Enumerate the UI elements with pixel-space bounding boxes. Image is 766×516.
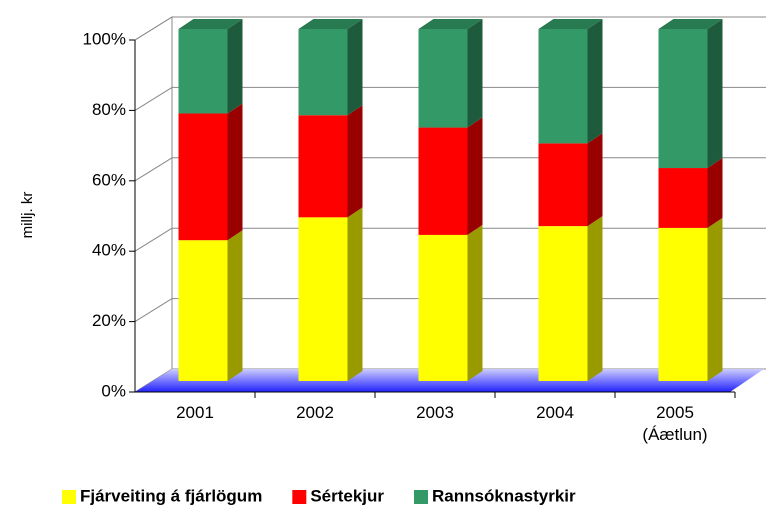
bar-side <box>707 19 723 169</box>
bar <box>418 127 468 235</box>
legend-swatch <box>62 490 76 504</box>
bar-side <box>227 103 243 241</box>
bar <box>178 113 228 241</box>
y-axis-label: millj. kr <box>19 192 36 239</box>
grid-line-side <box>134 86 173 111</box>
side-wall <box>134 16 173 393</box>
bar-side <box>587 133 603 227</box>
bar-side <box>707 158 723 228</box>
bar-side <box>467 19 483 128</box>
legend-label: Fjárveiting á fjárlögum <box>80 486 262 505</box>
y-tick-label: 80% <box>92 100 126 119</box>
y-tick-label: 60% <box>92 170 126 189</box>
bar <box>658 29 708 169</box>
bar-side <box>587 19 603 144</box>
bar <box>298 29 348 116</box>
x-tick-label: 2002 <box>296 403 334 422</box>
bar-top <box>178 19 243 29</box>
grid-line-side <box>134 298 173 323</box>
bar-top <box>298 19 363 29</box>
x-tick-label: 2003 <box>416 403 454 422</box>
bar-side <box>227 230 243 381</box>
bar <box>658 227 708 381</box>
bar-top <box>658 19 723 29</box>
bar <box>298 115 348 218</box>
y-tick-label: 40% <box>92 241 126 260</box>
bar <box>418 234 468 381</box>
bar <box>178 240 228 381</box>
grid-line-side <box>134 16 173 41</box>
bar-side <box>467 117 483 235</box>
bar-side <box>347 19 363 116</box>
x-tick-label: 2005 (Áætlun) <box>642 403 708 444</box>
bar <box>298 217 348 381</box>
legend-swatch <box>414 490 429 504</box>
bar <box>538 226 588 381</box>
x-tick-label: 2004 <box>536 403 574 422</box>
bar <box>658 168 708 228</box>
y-tick-label: 20% <box>92 311 126 330</box>
bar-top <box>418 19 483 29</box>
legend-label: Rannsóknastyrkir <box>432 486 576 505</box>
bar-side <box>707 217 723 381</box>
bar <box>178 29 228 114</box>
bar-side <box>587 216 603 381</box>
bar <box>538 29 588 144</box>
bar-side <box>347 105 363 218</box>
x-tick-label: 2001 <box>176 403 214 422</box>
bar <box>538 143 588 227</box>
bar-side <box>467 224 483 381</box>
legend-label: Sértekjur <box>310 486 384 505</box>
grid-line-side <box>134 157 173 182</box>
bar-top <box>538 19 603 29</box>
bar <box>418 29 468 128</box>
y-tick-label: 0% <box>101 381 126 400</box>
grid-line-side <box>134 227 173 252</box>
legend-swatch <box>292 490 307 504</box>
y-tick-label: 100% <box>83 29 126 48</box>
bar-side <box>227 19 243 114</box>
bar-side <box>347 207 363 381</box>
